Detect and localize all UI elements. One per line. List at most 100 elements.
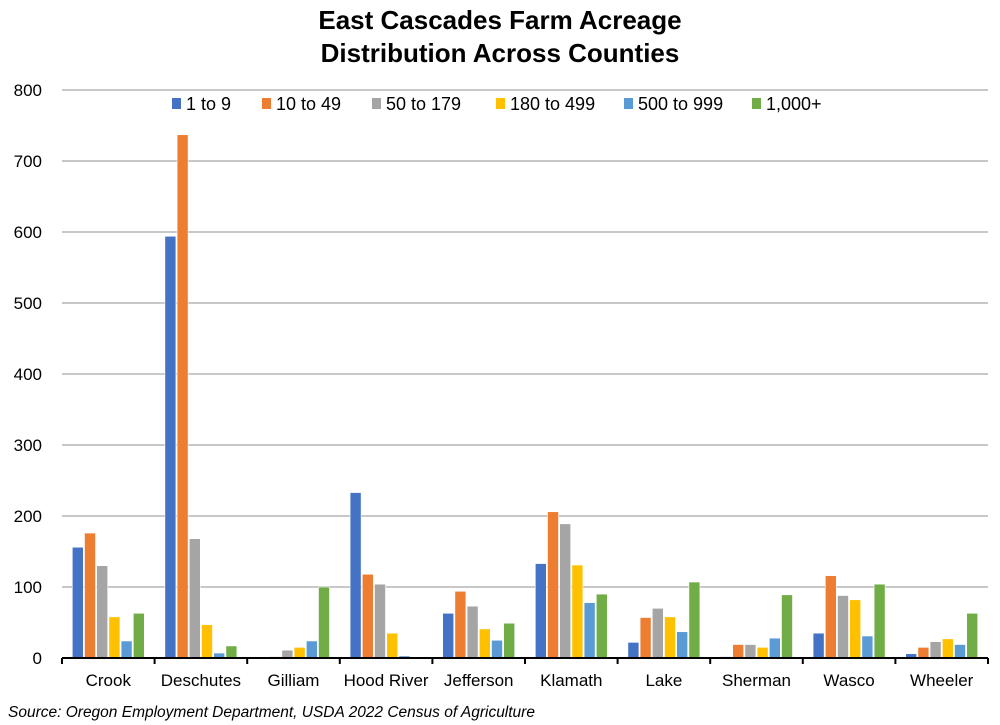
bar-deschutes-series-1: [176, 134, 189, 659]
bar-crook-series-4: [120, 640, 133, 659]
y-tick-label: 300: [14, 436, 42, 455]
bar-jefferson-series-1: [454, 590, 467, 659]
bar-gilliam-series-5: [318, 586, 330, 659]
bar-jefferson-series-2: [466, 605, 479, 659]
legend-item: 50 to 179: [372, 94, 461, 114]
legend-label: 1,000+: [766, 94, 822, 114]
x-category-label: Wheeler: [910, 671, 974, 690]
bar-deschutes-series-0: [164, 235, 177, 659]
bar-hood-river-series-1: [361, 573, 374, 659]
bar-crook-series-2: [96, 565, 108, 659]
bar-lake-series-4: [676, 631, 689, 659]
bars: [72, 134, 979, 659]
x-category-label: Crook: [86, 671, 132, 690]
bar-klamath-series-2: [559, 523, 572, 659]
bar-wheeler-series-4: [954, 644, 966, 659]
chart-title-line-1: East Cascades Farm Acreage: [318, 5, 682, 35]
bar-jefferson-series-4: [491, 639, 503, 659]
bar-klamath-series-0: [534, 563, 547, 659]
legend-swatch: [172, 98, 181, 109]
legend-item: 500 to 999: [624, 94, 723, 114]
legend-label: 50 to 179: [386, 94, 461, 114]
bar-wasco-series-5: [873, 583, 886, 659]
x-category-label: Deschutes: [161, 671, 241, 690]
x-category-label: Wasco: [823, 671, 874, 690]
source-note: Source: Oregon Employment Department, US…: [8, 704, 535, 721]
bar-sherman-series-3: [756, 647, 769, 659]
bar-crook-series-0: [72, 546, 84, 659]
y-tick-label: 400: [14, 365, 42, 384]
bar-wasco-series-2: [837, 595, 849, 659]
bar-deschutes-series-5: [225, 645, 238, 659]
x-category-label: Jefferson: [444, 671, 514, 690]
x-category-label: Sherman: [722, 671, 791, 690]
bar-deschutes-series-3: [201, 624, 213, 659]
bar-jefferson-series-0: [442, 612, 455, 659]
y-tick-label: 600: [14, 223, 42, 242]
bar-lake-series-3: [664, 616, 676, 659]
legend-label: 10 to 49: [276, 94, 341, 114]
gridlines: [62, 89, 988, 588]
y-tick-label: 200: [14, 507, 42, 526]
legend-item: 1 to 9: [172, 94, 231, 114]
y-axis-tick-labels: 0 100 200 300 400 500 600 700 800: [14, 81, 42, 668]
y-tick-label: 700: [14, 152, 42, 171]
x-category-label: Lake: [645, 671, 682, 690]
x-category-label: Klamath: [540, 671, 602, 690]
legend-label: 180 to 499: [510, 94, 595, 114]
legend-swatch: [372, 98, 381, 109]
legend-swatch: [752, 98, 761, 109]
y-tick-label: 800: [14, 81, 42, 100]
y-tick-label: 500: [14, 294, 42, 313]
x-category-label: Hood River: [344, 671, 429, 690]
y-tick-label: 0: [33, 649, 42, 668]
legend-item: 10 to 49: [262, 94, 341, 114]
bar-gilliam-series-2: [281, 649, 294, 659]
legend-swatch: [624, 98, 633, 109]
chart-title: East Cascades Farm Acreage Distribution …: [0, 4, 1000, 70]
bar-hood-river-series-3: [386, 632, 399, 659]
bar-lake-series-5: [688, 581, 701, 659]
bar-klamath-series-1: [547, 511, 559, 659]
bar-sherman-series-4: [768, 637, 781, 659]
legend-swatch: [496, 98, 505, 109]
bar-lake-series-0: [627, 642, 640, 659]
bar-sherman-series-2: [744, 644, 757, 659]
legend-item: 180 to 499: [496, 94, 595, 114]
bar-wasco-series-3: [849, 599, 862, 659]
bar-wheeler-series-3: [941, 638, 954, 659]
bar-gilliam-series-4: [305, 640, 318, 659]
chart-title-line-2: Distribution Across Counties: [320, 38, 680, 68]
legend-swatch: [262, 98, 271, 109]
bar-crook-series-1: [84, 532, 96, 659]
legend-label: 1 to 9: [186, 94, 231, 114]
bar-wheeler-series-2: [929, 641, 942, 659]
legend-item: 1,000+: [752, 94, 822, 114]
bar-klamath-series-3: [571, 564, 584, 659]
bar-jefferson-series-5: [503, 622, 516, 659]
bar-wasco-series-4: [861, 635, 874, 659]
bar-klamath-series-4: [583, 602, 596, 659]
bar-wheeler-series-5: [966, 612, 979, 659]
legend-label: 500 to 999: [638, 94, 723, 114]
bar-lake-series-1: [639, 617, 652, 659]
bar-wasco-series-0: [812, 632, 825, 659]
legend: 1 to 9 10 to 49 50 to 179 180 to 499 500 to …: [172, 94, 822, 114]
x-axis: Crook Deschutes Gilliam Hood River Jefferson…: [61, 657, 989, 690]
bar-jefferson-series-3: [478, 628, 491, 659]
bar-deschutes-series-2: [189, 538, 201, 659]
bar-klamath-series-5: [595, 593, 608, 659]
bar-wasco-series-1: [824, 575, 837, 659]
bar-hood-river-series-0: [349, 492, 362, 659]
bar-crook-series-3: [108, 616, 121, 659]
y-tick-label: 100: [14, 578, 42, 597]
bar-gilliam-series-3: [293, 647, 306, 659]
bar-wheeler-series-1: [917, 647, 930, 659]
bar-lake-series-2: [651, 607, 664, 659]
bar-sherman-series-1: [732, 644, 745, 659]
bar-sherman-series-5: [781, 594, 793, 659]
bar-crook-series-5: [133, 612, 145, 659]
x-category-label: Gilliam: [268, 671, 320, 690]
bar-hood-river-series-2: [374, 583, 386, 659]
